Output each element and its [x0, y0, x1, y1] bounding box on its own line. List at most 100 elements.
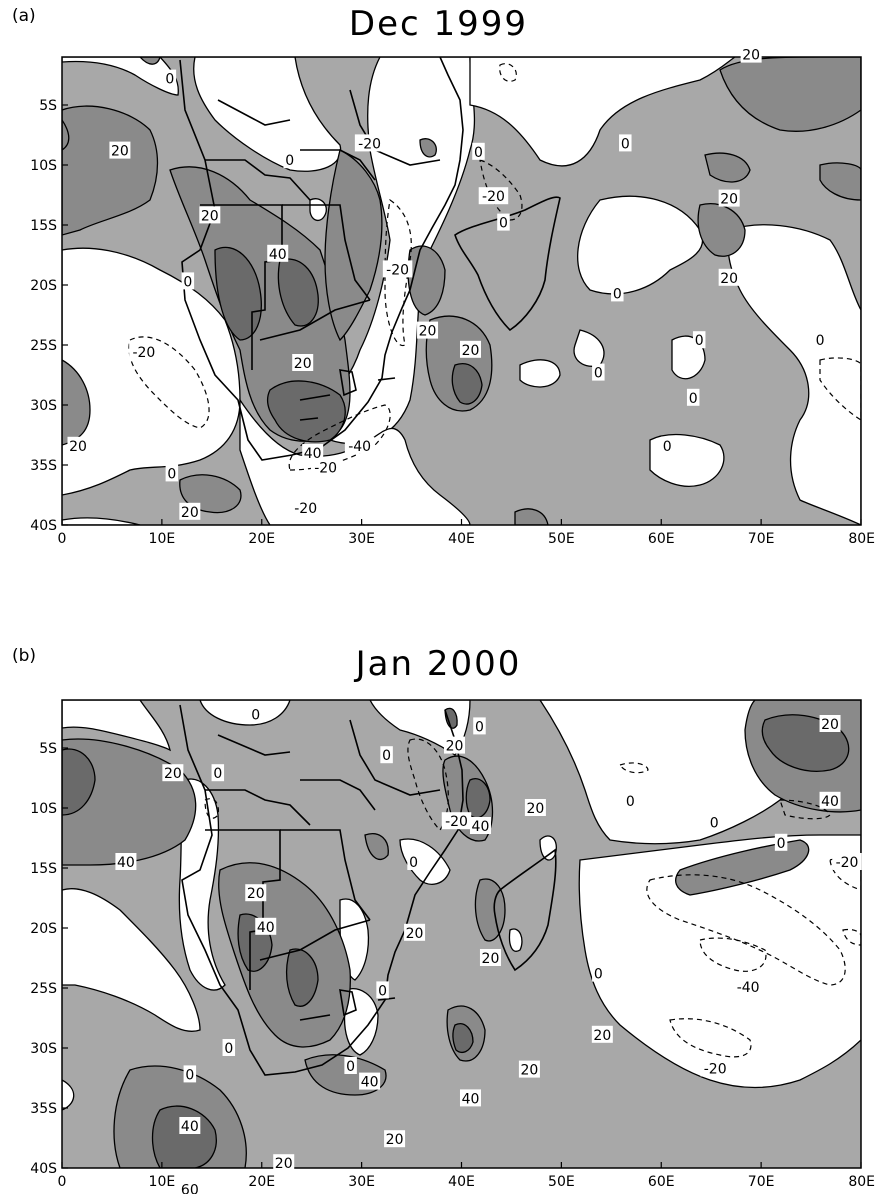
contour-label: 0: [619, 134, 632, 152]
svg-text:20: 20: [720, 192, 738, 208]
contour-label: -20: [310, 458, 341, 476]
svg-text:0: 0: [689, 391, 698, 407]
svg-text:60: 60: [181, 1183, 199, 1194]
svg-text:20: 20: [406, 926, 424, 942]
svg-text:0: 0: [613, 286, 622, 302]
contour-label: 0: [592, 964, 605, 983]
contour-label: -20: [382, 260, 413, 278]
contour-label: 20: [67, 436, 89, 455]
svg-text:20: 20: [419, 324, 437, 340]
contour-label: 0: [686, 388, 700, 407]
y-tick-label: 20S: [30, 921, 57, 937]
y-tick-label: 10S: [30, 801, 57, 817]
x-tick-label: 70E: [748, 531, 775, 547]
svg-text:20: 20: [482, 951, 500, 967]
y-tick-label: 40S: [30, 1161, 57, 1177]
y-tick-label: 30S: [30, 398, 57, 414]
x-tick-label: 10E: [149, 531, 176, 547]
contour-label: 20: [479, 949, 501, 967]
x-tick-label: 40E: [448, 1174, 475, 1190]
panel-title: Jan 2000: [355, 644, 522, 684]
svg-text:0: 0: [185, 1067, 194, 1083]
contour-label: 60: [179, 1180, 201, 1194]
svg-text:0: 0: [816, 333, 825, 349]
y-tick-label: 15S: [30, 861, 57, 877]
map-axes: 0 10E 20E 30E 40E 50E 60E 70E 80E 5S 10S 15S 20S 25S 3…: [30, 741, 875, 1190]
contour-label: 0: [380, 746, 393, 764]
contour-label: 40: [469, 817, 491, 835]
svg-text:-20: -20: [132, 345, 155, 361]
contour-label: 20: [819, 715, 841, 733]
x-tick-label: 80E: [848, 531, 875, 547]
contour-label: 20: [518, 1060, 540, 1079]
svg-text:0: 0: [663, 439, 672, 455]
svg-text:0: 0: [626, 794, 635, 810]
svg-text:20: 20: [164, 766, 182, 782]
svg-text:40: 40: [462, 1091, 480, 1107]
contour-label: 0: [344, 1057, 357, 1075]
contour-label: 0: [774, 833, 788, 852]
svg-text:40: 40: [472, 819, 490, 835]
svg-text:20: 20: [69, 439, 87, 455]
svg-text:-20: -20: [314, 460, 337, 476]
x-tick-label: 30E: [348, 1174, 375, 1190]
contour-label: 20: [459, 340, 481, 359]
contour-label: 20: [162, 764, 184, 782]
contour-label: 0: [183, 1065, 197, 1083]
svg-text:20: 20: [742, 48, 760, 64]
x-tick-label: 40E: [448, 531, 475, 547]
contour-label: 0: [165, 464, 179, 482]
panel-letter: (b): [12, 646, 37, 666]
contour-label: 20: [524, 799, 546, 817]
svg-text:20: 20: [111, 144, 129, 160]
contour-label: 40: [819, 791, 841, 810]
contour-label: 20: [245, 884, 267, 902]
svg-text:20: 20: [386, 1132, 404, 1148]
x-tick-label: 0: [58, 1174, 67, 1190]
svg-text:40: 40: [304, 446, 322, 462]
svg-text:40: 40: [181, 1119, 199, 1135]
x-tick-label: 20E: [248, 531, 275, 547]
contour-label: 20: [444, 736, 466, 755]
panel-letter: (a): [12, 6, 36, 26]
svg-text:20: 20: [720, 271, 738, 287]
contour-label: 20: [384, 1130, 406, 1148]
y-tick-label: 40S: [30, 518, 57, 534]
y-tick-label: 20S: [30, 278, 57, 294]
contour-label: -20: [129, 343, 159, 361]
svg-text:0: 0: [213, 766, 222, 782]
svg-text:0: 0: [710, 815, 719, 831]
svg-text:0: 0: [285, 153, 294, 169]
y-tick-label: 5S: [39, 741, 57, 757]
svg-text:0: 0: [183, 274, 192, 290]
panel-b: (b) Jan 2000: [0, 640, 877, 1200]
svg-text:0: 0: [474, 145, 483, 161]
contour-label: 40: [115, 853, 137, 871]
contour-label: 0: [707, 813, 721, 831]
svg-text:20: 20: [247, 886, 265, 902]
svg-text:-20: -20: [836, 855, 859, 871]
contour-label: 20: [591, 1025, 613, 1044]
svg-text:0: 0: [251, 707, 260, 723]
x-tick-label: 70E: [748, 1174, 775, 1190]
y-tick-label: 10S: [30, 158, 57, 174]
contour-label: 40: [302, 444, 324, 462]
y-tick-label: 15S: [30, 218, 57, 234]
contour-label: 20: [292, 354, 314, 372]
svg-text:40: 40: [257, 920, 275, 936]
contour-label: 20: [740, 45, 762, 64]
contour-label: -40: [344, 436, 375, 455]
contour-label: 20: [718, 268, 740, 287]
panel-a: (a) Dec 1999: [0, 0, 877, 560]
contour-label: 40: [267, 244, 289, 263]
svg-text:0: 0: [346, 1059, 355, 1075]
contour-label: 0: [497, 213, 510, 232]
svg-text:40: 40: [821, 794, 839, 810]
x-tick-label: 60E: [648, 1174, 675, 1190]
x-tick-label: 50E: [548, 531, 575, 547]
svg-text:0: 0: [165, 72, 174, 88]
svg-text:20: 20: [821, 717, 839, 733]
contour-label: 40: [179, 1117, 201, 1135]
